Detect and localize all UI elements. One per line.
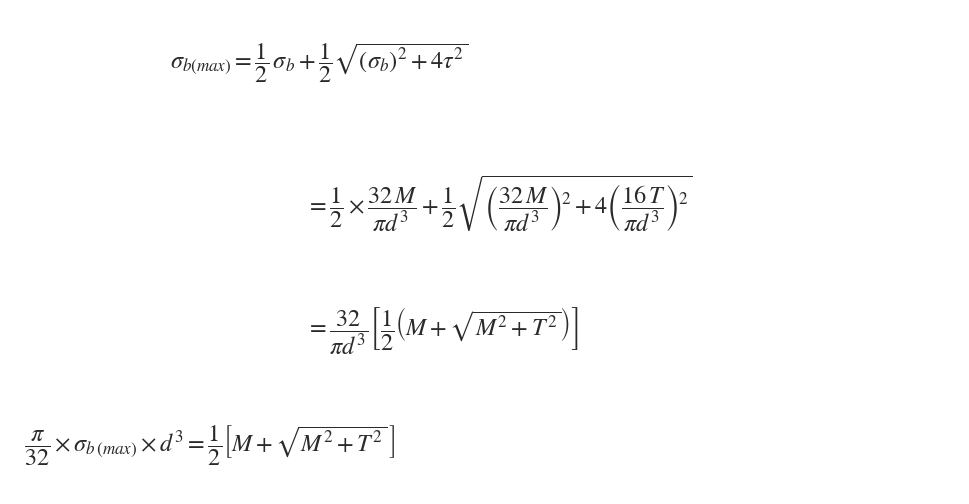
Text: $\dfrac{\pi}{32} \times \sigma_{b\,(max)} \times d^3 = \dfrac{1}{2}\left[M + \sq: $\dfrac{\pi}{32} \times \sigma_{b\,(max)… (24, 424, 395, 468)
Text: $\sigma_{b(max)} = \dfrac{1}{2}\,\sigma_b + \dfrac{1}{2}\sqrt{(\sigma_b)^2 + 4\t: $\sigma_{b(max)} = \dfrac{1}{2}\,\sigma_… (170, 41, 468, 85)
Text: $= \dfrac{1}{2} \times \dfrac{32\,M}{\pi d^3} + \dfrac{1}{2}\sqrt{\left(\dfrac{3: $= \dfrac{1}{2} \times \dfrac{32\,M}{\pi… (305, 174, 692, 234)
Text: $= \dfrac{32}{\pi d^3}\left[\dfrac{1}{2}\left(M + \sqrt{M^2 + T^2}\right)\right]: $= \dfrac{32}{\pi d^3}\left[\dfrac{1}{2}… (305, 304, 578, 356)
